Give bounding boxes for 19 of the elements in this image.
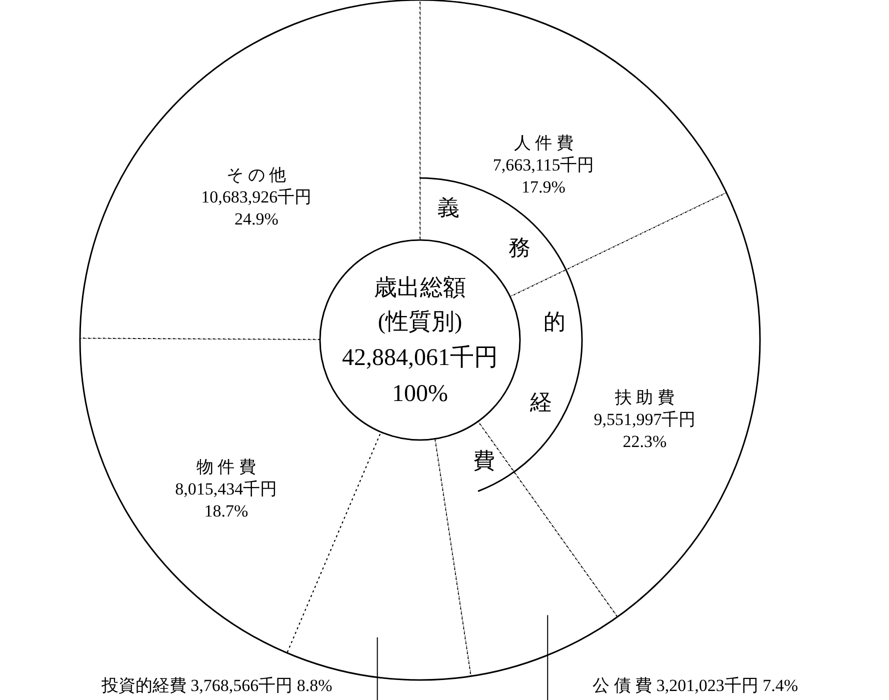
text: (性質別) — [378, 309, 462, 334]
slice-label: 物 件 費 — [196, 457, 256, 476]
text: 100% — [392, 381, 448, 407]
text: 歳出総額 — [374, 275, 466, 300]
data-label: 7,663,115千円 17.9% — [492, 156, 594, 197]
text: 経 — [529, 389, 552, 414]
slice-label: 公 債 費 3,201,023千円 7.4% — [592, 676, 798, 695]
slice-label: 投資的経費 3,768,566千円 8.8% — [100, 676, 332, 695]
slice-label: そ の 他 — [226, 166, 286, 185]
data-label: 9,551,997千円 22.3% — [594, 410, 696, 451]
text: 費 — [472, 448, 495, 473]
data-label: 10,683,926千円 24.9% — [201, 188, 312, 229]
text: 42,884,061千円 — [342, 344, 498, 371]
data-label: 8,015,434千円 18.7% — [175, 479, 278, 520]
text: 義 — [437, 194, 460, 220]
slice-label: 扶 助 費 — [614, 388, 674, 407]
text: 的 — [544, 308, 566, 334]
text: 務 — [508, 234, 530, 260]
slice-label: 人 件 費 — [514, 134, 574, 153]
